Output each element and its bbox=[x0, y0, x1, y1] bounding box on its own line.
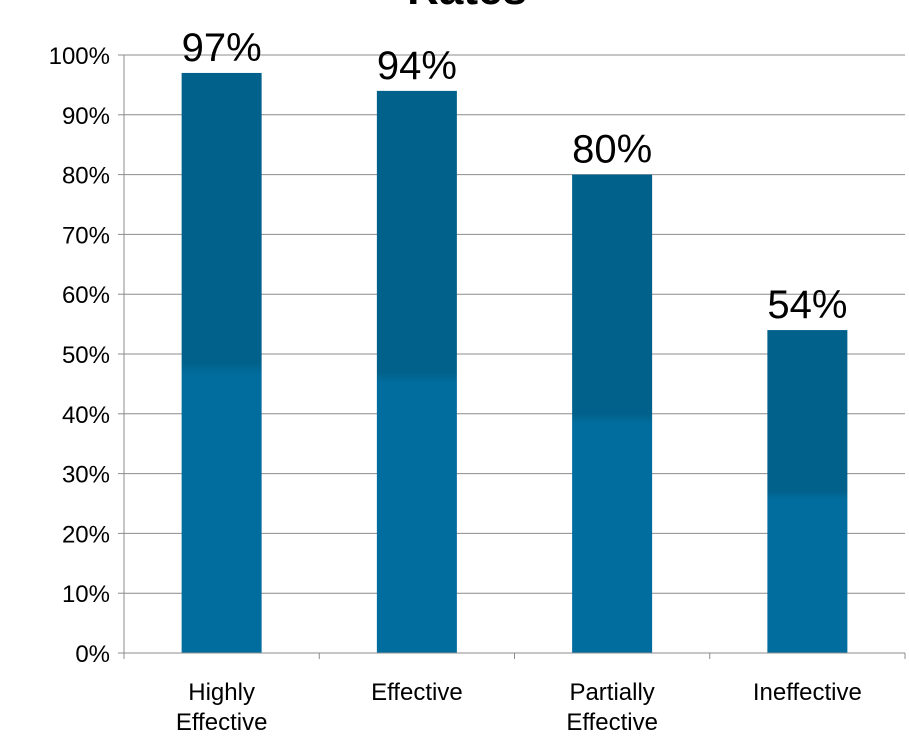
x-category-label-line: Ineffective bbox=[753, 679, 862, 706]
bar bbox=[376, 90, 457, 653]
y-tick-label: 10% bbox=[62, 581, 110, 608]
chart-title: Rates bbox=[407, 0, 527, 14]
data-label: 54% bbox=[767, 283, 847, 327]
bar bbox=[181, 72, 262, 653]
y-axis: 0% 10% 20% 30% 40% 50% 60% 70% 80% 90% 100% bbox=[49, 43, 125, 668]
x-category-label-line: Effective bbox=[176, 709, 268, 736]
x-category-label: Partially Effective bbox=[566, 679, 658, 736]
x-category-label: Effective bbox=[371, 679, 463, 706]
y-tick-label: 90% bbox=[62, 103, 110, 130]
bar bbox=[767, 330, 848, 653]
x-axis: Highly Effective Effective Partially Effecti… bbox=[123, 652, 906, 736]
y-tick-label: 20% bbox=[62, 521, 110, 548]
x-category-label-line: Effective bbox=[566, 709, 658, 736]
x-category-label: Ineffective bbox=[753, 679, 862, 706]
x-category-label-line: Effective bbox=[371, 679, 463, 706]
y-tick-label: 30% bbox=[62, 462, 110, 489]
bar bbox=[572, 174, 653, 653]
y-tick-label: 50% bbox=[62, 342, 110, 369]
data-labels: 97% 94% 80% 54% bbox=[182, 26, 848, 327]
bars bbox=[181, 72, 848, 653]
x-category-label-line: Highly bbox=[188, 679, 255, 706]
data-label: 97% bbox=[182, 26, 262, 70]
data-label: 94% bbox=[377, 44, 457, 88]
y-tick-label: 100% bbox=[49, 43, 110, 70]
x-category-label: Highly Effective bbox=[176, 679, 268, 736]
y-tick-label: 0% bbox=[75, 641, 110, 668]
x-category-label-line: Partially bbox=[569, 679, 654, 706]
y-tick-label: 40% bbox=[62, 402, 110, 429]
data-label: 80% bbox=[572, 128, 652, 172]
y-tick-label: 70% bbox=[62, 222, 110, 249]
y-tick-label: 80% bbox=[62, 163, 110, 190]
y-tick-label: 60% bbox=[62, 282, 110, 309]
